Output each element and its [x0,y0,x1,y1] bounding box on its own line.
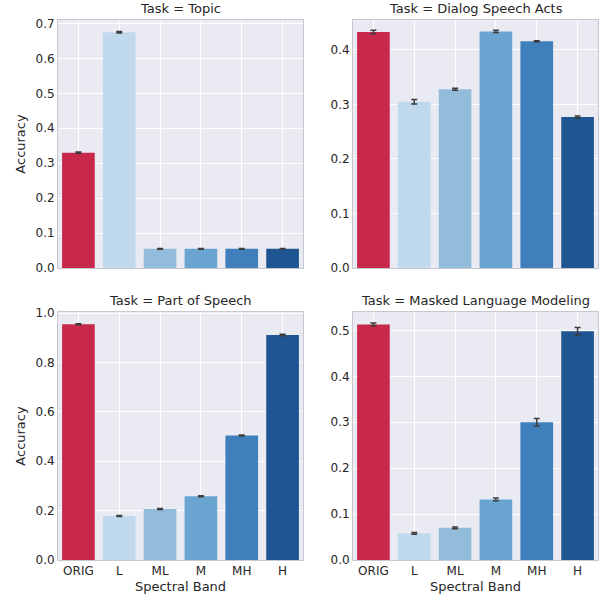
svg-text:0.5: 0.5 [36,87,55,101]
svg-text:Task = Masked Language Modelin: Task = Masked Language Modeling [361,293,590,308]
svg-text:0.3: 0.3 [331,415,350,429]
svg-text:L: L [116,564,123,578]
svg-text:MH: MH [527,564,546,578]
svg-text:0.5: 0.5 [331,324,350,338]
svg-text:H: H [278,564,287,578]
svg-text:ORIG: ORIG [63,564,94,578]
svg-text:MH: MH [232,564,251,578]
svg-text:0.6: 0.6 [36,405,55,419]
svg-text:0.0: 0.0 [331,553,350,567]
svg-text:0.1: 0.1 [36,226,55,240]
svg-text:ML: ML [152,564,169,578]
svg-text:0.2: 0.2 [331,152,350,166]
svg-text:0.3: 0.3 [36,156,55,170]
svg-text:M: M [196,564,206,578]
svg-text:0.4: 0.4 [36,121,55,135]
svg-text:ML: ML [447,564,464,578]
svg-text:0.2: 0.2 [36,191,55,205]
svg-text:0.1: 0.1 [331,507,350,521]
svg-text:H: H [573,564,582,578]
svg-text:0.4: 0.4 [36,454,55,468]
svg-text:0.4: 0.4 [331,43,350,57]
svg-text:Task = Part of Speech: Task = Part of Speech [109,293,252,308]
svg-text:Spectral Band: Spectral Band [430,579,521,594]
svg-text:Accuracy: Accuracy [13,406,28,466]
svg-text:0.8: 0.8 [36,356,55,370]
svg-text:0.4: 0.4 [331,370,350,384]
svg-text:0.7: 0.7 [36,17,55,31]
svg-text:Task = Dialog Speech Acts: Task = Dialog Speech Acts [389,1,563,16]
svg-text:0.2: 0.2 [331,461,350,475]
svg-text:1.0: 1.0 [36,306,55,320]
svg-text:Accuracy: Accuracy [13,114,28,174]
svg-text:ORIG: ORIG [358,564,389,578]
svg-text:M: M [491,564,501,578]
svg-text:0.0: 0.0 [36,553,55,567]
svg-text:L: L [411,564,418,578]
svg-text:0.1: 0.1 [331,207,350,221]
svg-text:0.0: 0.0 [331,261,350,275]
svg-text:0.2: 0.2 [36,504,55,518]
svg-text:0.6: 0.6 [36,52,55,66]
svg-text:Spectral Band: Spectral Band [135,579,226,594]
svg-text:0.3: 0.3 [331,98,350,112]
svg-text:0.0: 0.0 [36,261,55,275]
svg-text:Task = Topic: Task = Topic [140,1,221,16]
